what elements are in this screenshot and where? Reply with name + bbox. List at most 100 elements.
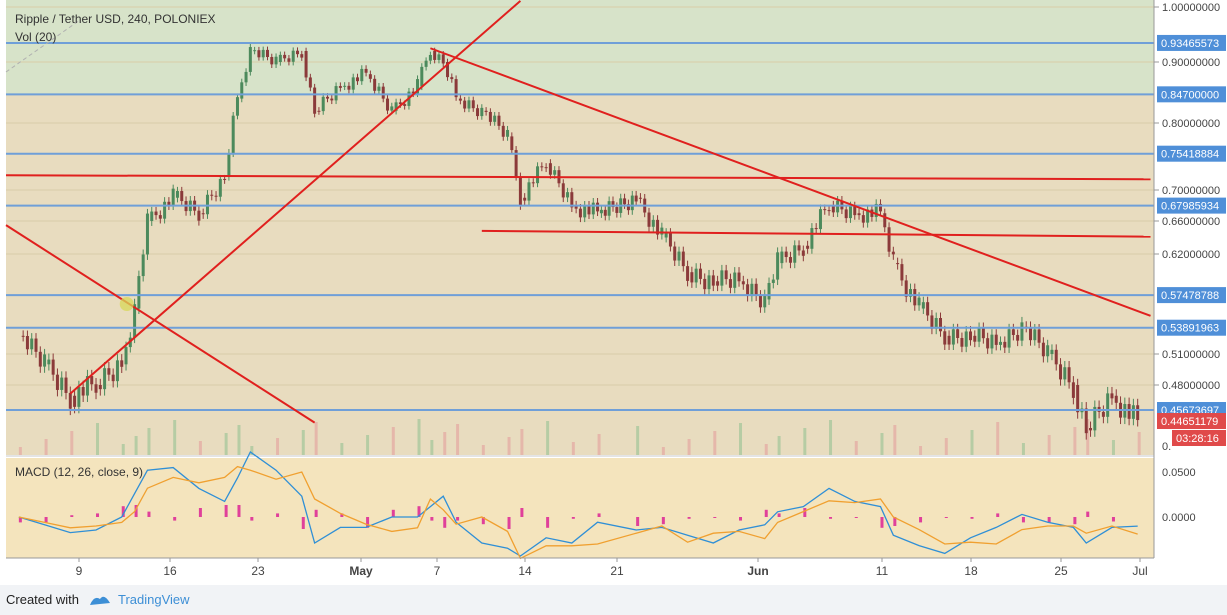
- candle-body: [1084, 408, 1088, 434]
- chart-canvas[interactable]: 1.00000000 0.90000000 0.80000000 0.70000000…: [0, 0, 1227, 585]
- macd-histogram-bar: [224, 505, 228, 517]
- volume-bar: [687, 439, 691, 455]
- candle-body: [917, 297, 921, 306]
- volume-bar: [507, 437, 511, 455]
- macd-histogram-bar: [481, 517, 485, 525]
- macd-histogram-bar: [520, 508, 524, 517]
- candle-body: [484, 110, 488, 112]
- macd-histogram-bar: [854, 517, 858, 518]
- macd-histogram-bar: [147, 511, 151, 517]
- candle-body: [651, 219, 655, 227]
- volume-bar: [430, 440, 434, 455]
- candle-body: [788, 257, 792, 263]
- candle-body: [330, 98, 334, 101]
- candle-body: [986, 338, 990, 349]
- candle-body: [677, 251, 681, 261]
- volume-bar: [739, 423, 743, 455]
- countdown-label: 03:28:16: [1176, 433, 1219, 445]
- price-tick-label: 0.70000000: [1162, 185, 1220, 197]
- candle-body: [244, 71, 248, 83]
- macd-label: MACD (12, 26, close, 9): [15, 465, 144, 479]
- candle-body: [1093, 406, 1097, 431]
- volume-bar: [571, 442, 575, 455]
- level-price-tag: [1157, 287, 1226, 304]
- level-price-label: 0.67985934: [1161, 201, 1219, 213]
- time-tick-label: May: [349, 564, 373, 578]
- candle-body: [493, 115, 497, 122]
- candle-body: [90, 376, 94, 385]
- candle-body: [668, 233, 672, 247]
- volume-bar: [121, 444, 125, 455]
- level-price-tag: [1157, 34, 1226, 51]
- candle-body: [214, 195, 218, 197]
- volume-bar: [803, 428, 807, 455]
- candle-body: [599, 209, 603, 214]
- candle-body: [1059, 364, 1063, 380]
- time-tick-label: Jul: [1132, 564, 1147, 578]
- macd-histogram-bar: [301, 517, 305, 529]
- time-tick-label: 18: [964, 564, 978, 578]
- candle-body: [386, 98, 390, 111]
- trend-line: [5, 224, 316, 424]
- macd-line: [18, 451, 1138, 557]
- volume-bar: [919, 446, 923, 455]
- volume-bar: [237, 425, 241, 455]
- macd-histogram-bar: [70, 515, 74, 517]
- candle-body: [150, 211, 154, 221]
- chart-title: Ripple / Tether USD, 240, POLONIEX: [15, 12, 216, 26]
- candle-body: [574, 205, 578, 209]
- volume-bar: [314, 422, 318, 455]
- candle-body: [741, 281, 745, 285]
- macd-histogram-bar: [829, 517, 833, 519]
- candle-body: [818, 209, 822, 230]
- candle-body: [607, 201, 611, 216]
- candle-body: [347, 85, 351, 90]
- candle-body: [711, 275, 715, 286]
- candle-body: [686, 266, 690, 281]
- candle-body: [823, 209, 827, 211]
- macd-histogram-bar: [366, 517, 370, 528]
- candle-body: [921, 302, 925, 309]
- candle-body: [938, 318, 942, 332]
- dashed-line: [5, 19, 81, 73]
- candle-body: [578, 208, 582, 218]
- candle-body: [497, 115, 501, 126]
- macd-histogram-bar: [314, 509, 318, 517]
- macd-histogram-bar: [391, 509, 395, 517]
- footer: Created with TradingView: [0, 585, 1227, 615]
- candle-body: [501, 125, 505, 137]
- candle-body: [47, 359, 51, 365]
- candle-body: [630, 195, 634, 211]
- candle-body: [990, 334, 994, 349]
- candle-body: [270, 57, 274, 65]
- candle-body: [750, 283, 754, 297]
- volume-bar: [391, 427, 395, 455]
- candle-body: [343, 85, 347, 87]
- candle-body: [446, 62, 450, 78]
- level-price-tag: [1157, 86, 1226, 103]
- volume-bars: [18, 419, 1141, 455]
- macd-histogram-bar: [1086, 511, 1090, 517]
- trend-line: [481, 229, 1151, 238]
- candle-body: [583, 205, 587, 218]
- candle-body: [373, 78, 377, 91]
- time-tick-label: 25: [1054, 564, 1068, 578]
- candle-body: [21, 335, 25, 337]
- tradingview-logo-icon[interactable]: [88, 591, 112, 609]
- candle-body: [544, 167, 548, 169]
- candle-body: [25, 336, 29, 350]
- candle-body: [793, 245, 797, 263]
- candle-body: [55, 374, 59, 390]
- candle-body: [656, 219, 660, 235]
- candle-body: [1041, 342, 1045, 357]
- candle-body: [728, 279, 732, 288]
- macd-histogram: [18, 505, 1115, 529]
- trend-line: [69, 0, 522, 395]
- macd-histogram-bar: [597, 513, 601, 517]
- candle-body: [947, 335, 951, 345]
- signal-line: [18, 465, 1138, 560]
- candle-body: [874, 203, 878, 217]
- tradingview-brand[interactable]: TradingView: [118, 592, 190, 607]
- volume-bar: [1111, 440, 1115, 455]
- macd-histogram-bar: [777, 513, 781, 517]
